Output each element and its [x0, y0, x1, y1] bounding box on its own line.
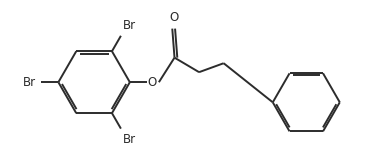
Text: O: O	[147, 76, 156, 89]
Text: O: O	[169, 11, 178, 24]
Text: Br: Br	[123, 132, 136, 146]
Text: Br: Br	[23, 76, 36, 89]
Text: Br: Br	[123, 19, 136, 32]
